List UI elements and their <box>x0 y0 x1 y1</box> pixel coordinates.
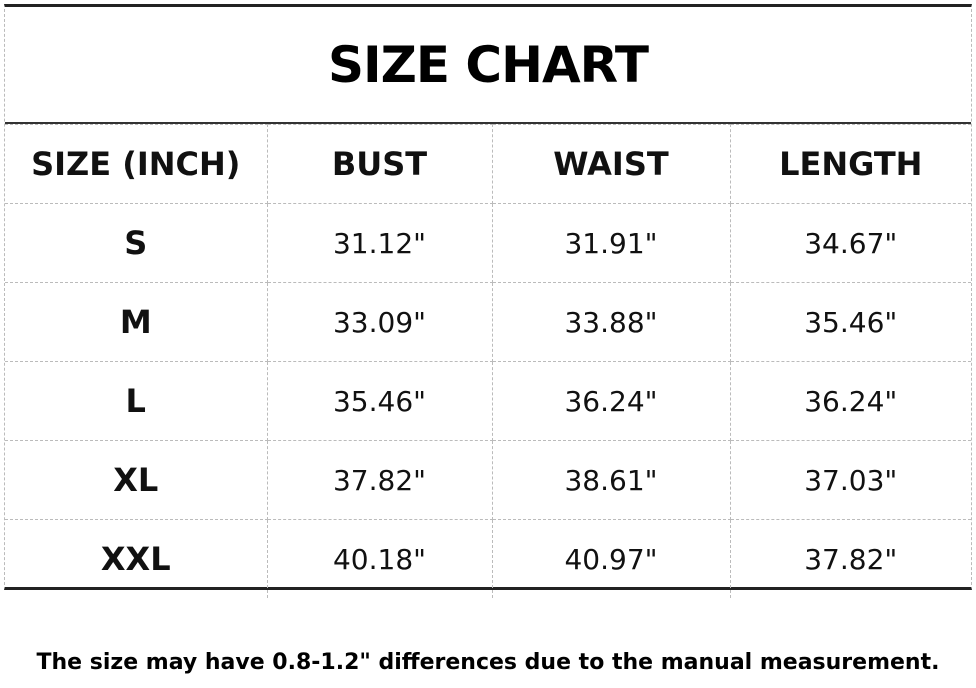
row: S 31.12" 31.91" 34.67" <box>5 203 971 283</box>
row: L 35.46" 36.24" 36.24" <box>5 361 971 441</box>
header-cell: WAIST <box>491 124 731 204</box>
cell: 35.46" <box>729 282 971 362</box>
cell: 31.91" <box>491 203 731 283</box>
cell: 36.24" <box>729 361 971 441</box>
note: The size may have 0.8-1.2" differences d… <box>36 650 940 675</box>
cell: 37.82" <box>729 519 971 598</box>
size-cell: L <box>5 361 268 441</box>
cell: 34.67" <box>729 203 971 283</box>
row: M 33.09" 33.88" 35.46" <box>5 282 971 362</box>
cell: 40.97" <box>491 519 731 598</box>
size-cell: S <box>5 203 268 283</box>
header-cell: LENGTH <box>729 124 971 204</box>
header-row: SIZE (INCH) BUST WAIST LENGTH <box>5 124 971 204</box>
cell: 35.46" <box>266 361 493 441</box>
cell: 36.24" <box>491 361 731 441</box>
size-chart: SIZE CHART SIZE (INCH) BUST WAIST LENGTH S 31… <box>4 4 972 598</box>
cell: 40.18" <box>266 519 493 598</box>
title: SIZE CHART <box>5 7 971 124</box>
cell: 33.88" <box>491 282 731 362</box>
header-cell: BUST <box>266 124 493 204</box>
size-table: SIZE (INCH) BUST WAIST LENGTH S 31.12" 31.91" 3… <box>5 124 971 598</box>
size-cell: XXL <box>5 519 268 598</box>
cell: 33.09" <box>266 282 493 362</box>
cell: 31.12" <box>266 203 493 283</box>
size-cell: M <box>5 282 268 362</box>
cell: 37.03" <box>729 440 971 520</box>
row: XL 37.82" 38.61" 37.03" <box>5 440 971 520</box>
header-cell: SIZE (INCH) <box>5 124 268 204</box>
size-cell: XL <box>5 440 268 520</box>
cell: 38.61" <box>491 440 731 520</box>
row: XXL 40.18" 40.97" 37.82" <box>5 519 971 598</box>
cell: 37.82" <box>266 440 493 520</box>
